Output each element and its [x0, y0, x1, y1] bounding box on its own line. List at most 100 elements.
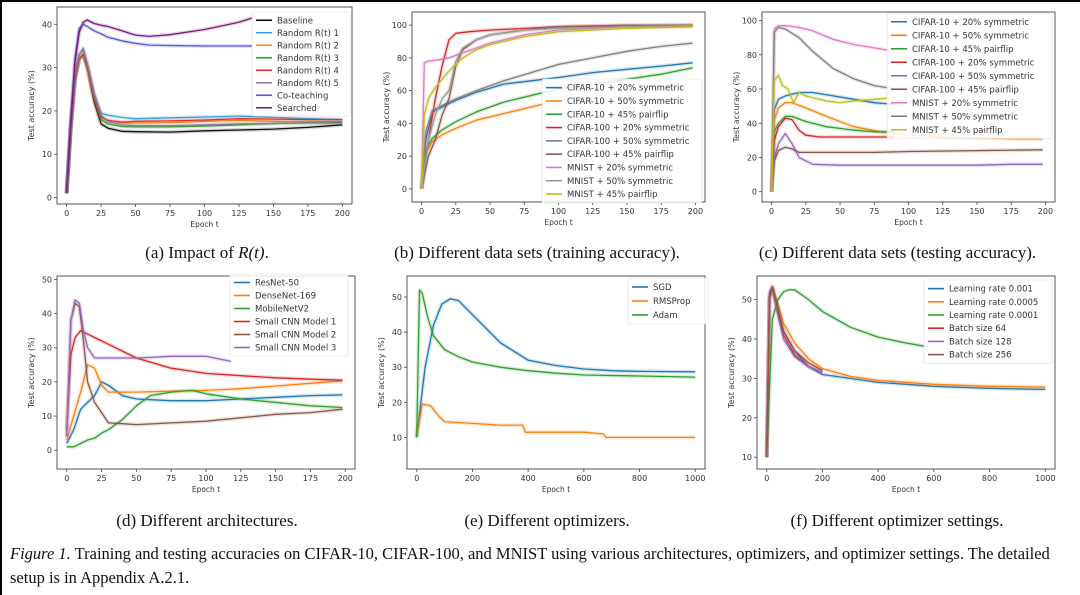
y-tick-label: 20: [742, 414, 752, 423]
y-tick-label: 20: [42, 107, 52, 116]
subcaption-b: (b) Different data sets (training accura…: [394, 243, 680, 262]
x-tick-label: 200: [688, 207, 703, 216]
series-line-cifar-100-45-pairflip: [770, 146, 1043, 192]
series-line-mnist-50-symmetric: [770, 26, 895, 192]
legend-label: MNIST + 50% symmetric: [912, 112, 1018, 122]
series-line-rmsprop: [416, 403, 696, 439]
y-tick-label: 30: [42, 64, 52, 73]
y-tick-label: 40: [742, 335, 752, 344]
subcaption-a: (a) Impact of R(t).: [62, 243, 352, 263]
series-line-small-cnn-model-3: [66, 299, 232, 437]
x-tick-label: 200: [1038, 207, 1053, 216]
series-group: [419, 23, 694, 190]
series-line-learning-rate-0-0005: [766, 285, 1046, 458]
series-line-small-cnn-model-1: [66, 330, 343, 430]
x-tick-label: 175: [303, 474, 318, 483]
subcaption-a-text: (a) Impact of: [145, 243, 239, 262]
legend-label: Co-teaching: [277, 91, 328, 101]
y-axis-label: Test accuracy (%): [727, 337, 736, 409]
series-line-searched: [65, 17, 253, 194]
legend-label: Batch size 64: [949, 324, 1006, 334]
legend: Learning rate 0.001 Learning rate 0.0005 L…: [923, 279, 1053, 364]
x-tick-label: 25: [451, 207, 461, 216]
y-tick-label: 0: [402, 185, 407, 194]
x-tick-label: 1000: [1035, 474, 1055, 483]
x-tick-label: 100: [551, 207, 566, 216]
legend-label: Random R(t) 2: [277, 41, 339, 51]
legend: SGD RMSProp Adam: [627, 277, 709, 325]
x-axis-label: Epoch t: [544, 218, 572, 227]
legend-box: [541, 78, 703, 203]
series-group: [64, 15, 343, 194]
x-tick-label: 0: [64, 209, 69, 218]
subcaption-c: (c) Different data sets (testing accurac…: [758, 243, 1037, 262]
panel-f: 0 200 400 600 800 1000 10 20 30 40 50 Epoch t Test a…: [722, 264, 1080, 504]
subcaption-a-suffix: .: [264, 243, 269, 262]
legend-label: MNIST + 20% symmetric: [912, 99, 1018, 109]
series-line-mnist-45-pairflip: [770, 74, 895, 192]
x-tick-label: 125: [935, 207, 950, 216]
y-tick-label: 40: [42, 20, 52, 29]
series-line-cifar-10-50-symmetric: [420, 103, 545, 189]
series-line-mnist-45-pairflip: [420, 26, 693, 189]
y-axis-label: Test accuracy (%): [382, 72, 391, 144]
legend-label: MNIST + 45% pairflip: [567, 190, 657, 200]
y-tick-label: 20: [392, 398, 402, 407]
legend: CIFAR-10 + 20% symmetric CIFAR-10 + 50% s…: [886, 12, 1053, 139]
x-tick-label: 200: [338, 474, 353, 483]
y-tick-label: 20: [397, 152, 407, 161]
chart-c: 0 25 50 75 100 125 150 175 200 0 20 40 60 80 100 Epoch …: [732, 11, 1056, 227]
x-tick-label: 175: [300, 209, 315, 218]
x-tick-label: 600: [576, 474, 591, 483]
legend-label: DenseNet-169: [255, 292, 316, 302]
legend-box: [229, 273, 349, 357]
panel-e: 0 200 400 600 800 1000 10 20 30 40 50 Epoch t Test a…: [362, 264, 722, 504]
chart-a: 0 25 50 75 100 125 150 175 200 0 10 20 30 40 Epoch t Te…: [27, 6, 353, 229]
series-line-batch-size-256: [766, 287, 823, 458]
x-tick-label: 175: [654, 207, 669, 216]
axes-frame: [756, 275, 1056, 470]
panel-d: 0 25 50 75 100 125 150 175 200 0 10 20 30 40 50 Epoch t…: [2, 264, 362, 504]
legend-label: MNIST + 20% symmetric: [567, 163, 673, 173]
y-tick-label: 10: [42, 150, 52, 159]
figure-caption: Figure 1. Training and testing accuracie…: [10, 542, 1078, 590]
series-line-mnist-20-symmetric: [420, 25, 693, 189]
legend-label: MobileNetV2: [255, 305, 309, 315]
x-tick-label: 0: [419, 207, 424, 216]
y-tick-label: 40: [397, 119, 407, 128]
legend-label: CIFAR-100 + 20% symmetric: [567, 124, 690, 134]
panel-a: 0 25 50 75 100 125 150 175 200 0 10 20 30 40 Epoch t Te…: [2, 2, 362, 234]
legend-label: CIFAR-100 + 45% pairflip: [567, 150, 674, 160]
panel-b: 0 25 50 75 100 125 150 175 200 0 20 40 60 80 100 Epoch …: [362, 2, 722, 234]
x-tick-label: 100: [198, 474, 213, 483]
series-line-cifar-100-50-symmetric: [420, 42, 693, 189]
x-tick-label: 200: [465, 474, 480, 483]
x-tick-label: 600: [926, 474, 941, 483]
y-tick-label: 0: [47, 194, 52, 203]
legend-box: [923, 279, 1053, 364]
y-tick-label: 100: [392, 21, 407, 30]
legend-label: CIFAR-100 + 20% symmetric: [912, 58, 1035, 68]
legend-label: Batch size 128: [949, 337, 1012, 347]
legend-label: CIFAR-10 + 45% pairflip: [912, 45, 1014, 55]
x-tick-label: 125: [233, 474, 248, 483]
x-axis-label: Epoch t: [190, 220, 218, 229]
x-tick-label: 125: [231, 209, 246, 218]
y-tick-label: 60: [397, 87, 407, 96]
y-tick-label: 30: [42, 344, 52, 353]
axes-frame: [406, 275, 706, 470]
legend-label: Small CNN Model 3: [255, 344, 336, 354]
x-tick-label: 25: [96, 474, 106, 483]
y-axis-label: Test accuracy (%): [377, 337, 386, 409]
y-tick-label: 100: [742, 17, 757, 26]
series-line-cifar-100-45-pairflip: [420, 24, 693, 190]
series-line-densenet-169: [66, 364, 343, 441]
chart-d: 0 25 50 75 100 125 150 175 200 0 10 20 30 40 50 Epoch t…: [27, 273, 356, 494]
legend-label: CIFAR-100 + 50% symmetric: [912, 72, 1035, 82]
legend-label: Searched: [277, 104, 317, 114]
x-tick-label: 75: [869, 207, 879, 216]
x-tick-label: 800: [632, 474, 647, 483]
legend-label: Learning rate 0.0005: [949, 298, 1038, 308]
x-tick-label: 175: [1004, 207, 1019, 216]
